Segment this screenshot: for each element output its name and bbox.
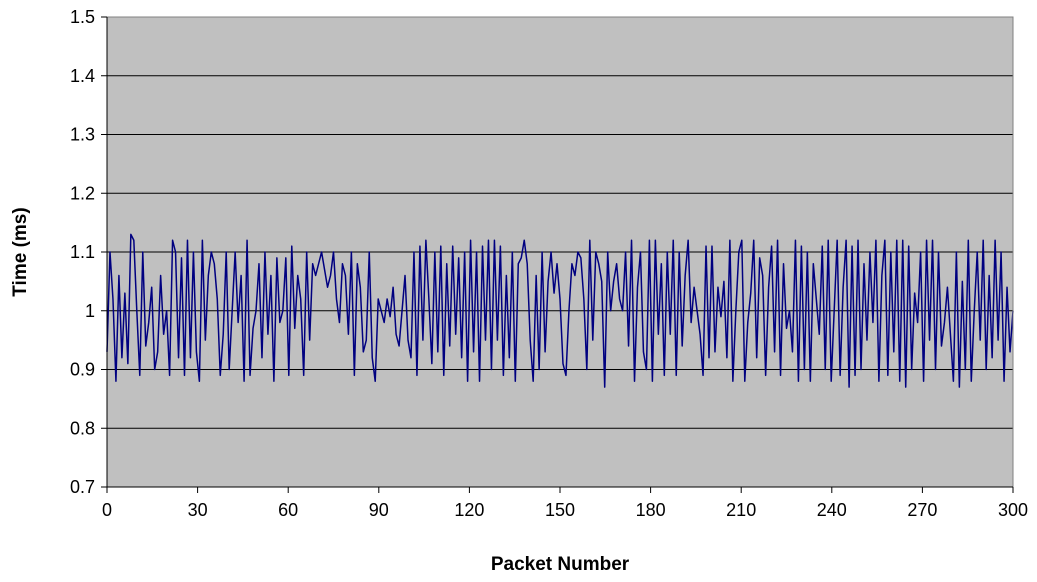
y-tick-label: 0.8 — [70, 418, 95, 438]
y-tick-label: 1.2 — [70, 183, 95, 203]
y-axis-title: Time (ms) — [10, 207, 31, 296]
y-tick-label: 0.9 — [70, 360, 95, 380]
y-tick-label: 1.1 — [70, 242, 95, 262]
y-tick-label: 1.3 — [70, 125, 95, 145]
x-tick-label: 0 — [102, 500, 112, 520]
x-tick-label: 180 — [636, 500, 666, 520]
y-tick-label: 1.5 — [70, 7, 95, 27]
y-axis-ticks: 0.7 0.8 0.9 1 1.1 1.2 1.3 1.4 1.5 — [70, 7, 107, 497]
y-tick-label: 1 — [85, 301, 95, 321]
x-tick-label: 270 — [907, 500, 937, 520]
x-tick-label: 210 — [726, 500, 756, 520]
x-axis-title: Packet Number — [491, 554, 630, 575]
x-tick-label: 150 — [545, 500, 575, 520]
x-axis-ticks: 0 30 60 90 120 150 180 210 240 270 300 — [102, 487, 1028, 520]
x-tick-label: 90 — [369, 500, 389, 520]
x-tick-label: 30 — [188, 500, 208, 520]
x-tick-label: 60 — [278, 500, 298, 520]
x-tick-label: 300 — [998, 500, 1028, 520]
x-tick-label: 240 — [817, 500, 847, 520]
y-tick-label: 0.7 — [70, 477, 95, 497]
y-tick-label: 1.4 — [70, 66, 95, 86]
series-layer — [106, 233, 1014, 388]
series-line-0 — [106, 233, 1014, 388]
x-tick-label: 120 — [454, 500, 484, 520]
